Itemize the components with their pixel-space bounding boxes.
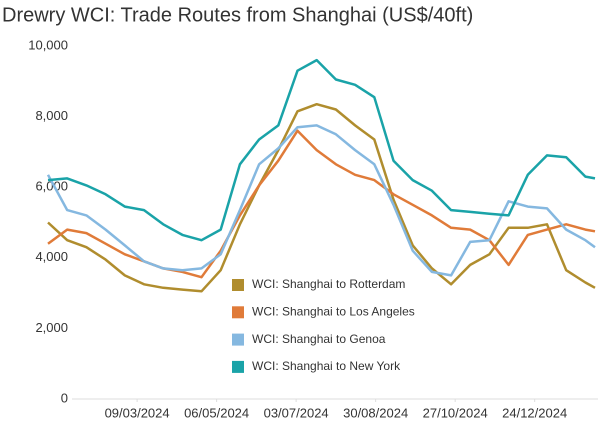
series-line bbox=[47, 58, 596, 242]
legend-swatch bbox=[232, 306, 244, 319]
x-tick-label: 27/10/2024 bbox=[423, 405, 488, 420]
x-tick-label: 09/03/2024 bbox=[105, 405, 170, 420]
x-tick-label: 03/07/2024 bbox=[264, 405, 329, 420]
legend-label: WCI: Shanghai to Los Angeles bbox=[252, 304, 415, 318]
y-tick-label: 10,000 bbox=[28, 37, 68, 52]
chart-title: Drewry WCI: Trade Routes from Shanghai (… bbox=[2, 4, 473, 26]
x-tick-label: 24/12/2024 bbox=[502, 405, 567, 420]
x-tick-label: 06/05/2024 bbox=[184, 405, 249, 420]
x-tick-label: 30/08/2024 bbox=[343, 405, 408, 420]
series-line bbox=[47, 102, 596, 293]
y-tick-label: 8,000 bbox=[35, 108, 68, 123]
series-line bbox=[46, 124, 596, 277]
legend-swatch bbox=[232, 360, 244, 373]
y-tick-label: 4,000 bbox=[35, 249, 68, 264]
legend-label: WCI: Shanghai to Rotterdam bbox=[252, 277, 405, 291]
y-tick-label: 2,000 bbox=[35, 320, 68, 335]
legend-label: WCI: Shanghai to New York bbox=[252, 359, 401, 373]
legend-swatch bbox=[232, 333, 244, 346]
y-tick-label: 0 bbox=[61, 390, 68, 405]
legend-label: WCI: Shanghai to Genoa bbox=[252, 332, 386, 346]
legend: WCI: Shanghai to Rotterdam WCI: Shanghai … bbox=[232, 277, 415, 373]
legend-swatch bbox=[232, 279, 244, 291]
y-tick-label: 6,000 bbox=[35, 179, 68, 194]
